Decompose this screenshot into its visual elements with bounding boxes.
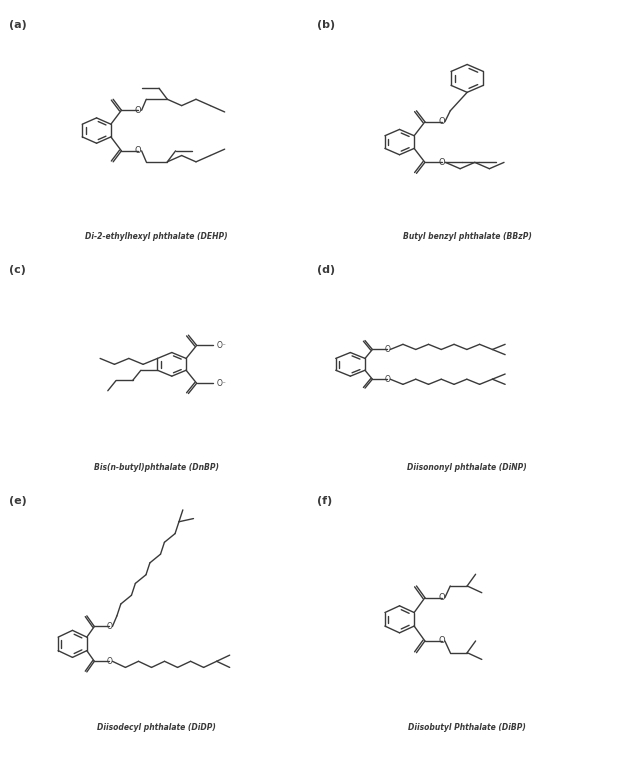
Text: Diisononyl phthalate (DiNP): Diisononyl phthalate (DiNP) <box>408 463 527 472</box>
Text: Diisobutyl Phthalate (DiBP): Diisobutyl Phthalate (DiBP) <box>408 723 526 733</box>
Text: (e): (e) <box>9 496 27 506</box>
Text: O: O <box>438 118 445 126</box>
Text: O: O <box>438 158 445 167</box>
Text: (d): (d) <box>317 266 335 276</box>
Text: O: O <box>107 622 112 631</box>
Text: O⁻: O⁻ <box>217 379 227 388</box>
Text: Bis(n-butyl)phthalate (DnBP): Bis(n-butyl)phthalate (DnBP) <box>94 463 219 472</box>
Text: O: O <box>438 593 445 602</box>
Text: (c): (c) <box>9 266 26 276</box>
Text: O: O <box>107 657 112 666</box>
Text: O⁻: O⁻ <box>217 341 227 350</box>
Text: Butyl benzyl phthalate (BBzP): Butyl benzyl phthalate (BBzP) <box>403 232 532 241</box>
Text: O: O <box>384 345 390 354</box>
Text: (b): (b) <box>317 20 335 30</box>
Text: (f): (f) <box>317 496 332 506</box>
Text: O: O <box>135 106 141 114</box>
Text: O: O <box>384 375 390 384</box>
Text: O: O <box>135 147 141 155</box>
Text: Diisodecyl phthalate (DiDP): Diisodecyl phthalate (DiDP) <box>97 723 216 733</box>
Text: Di-2-ethylhexyl phthalate (DEHP): Di-2-ethylhexyl phthalate (DEHP) <box>85 232 228 241</box>
Text: O: O <box>438 637 445 645</box>
Text: (a): (a) <box>9 20 27 30</box>
